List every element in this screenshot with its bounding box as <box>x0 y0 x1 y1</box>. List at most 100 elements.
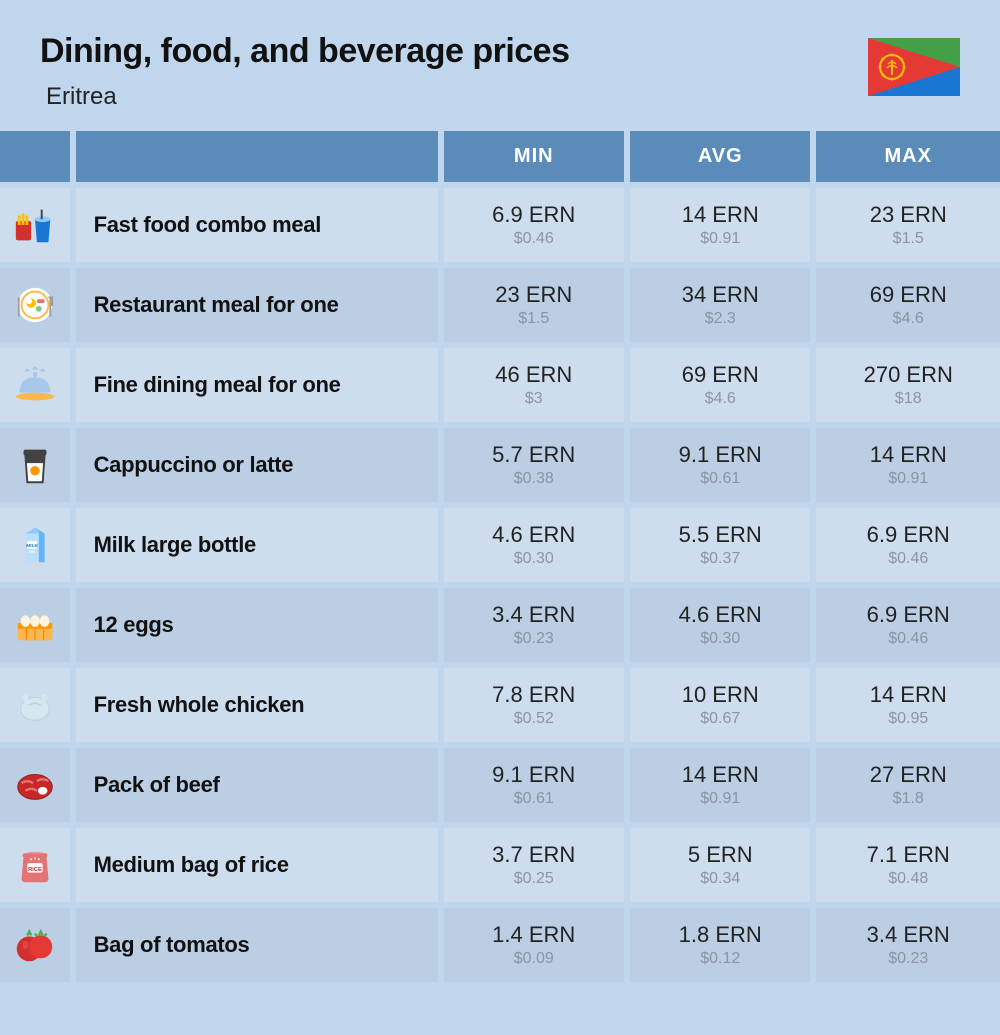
max-sub: $1.5 <box>826 230 990 248</box>
avg-cell: 4.6 ERN $0.30 <box>627 585 813 665</box>
max-cell: 3.4 ERN $0.23 <box>813 905 1000 982</box>
max-value: 23 ERN <box>826 202 990 228</box>
min-value: 7.8 ERN <box>454 682 614 708</box>
table-row: Fresh whole chicken 7.8 ERN $0.52 10 ERN… <box>0 665 1000 745</box>
milk-icon: MILK <box>0 505 73 585</box>
min-value: 3.7 ERN <box>454 842 614 868</box>
max-cell: 270 ERN $18 <box>813 345 1000 425</box>
min-value: 4.6 ERN <box>454 522 614 548</box>
min-cell: 1.4 ERN $0.09 <box>441 905 627 982</box>
page-header: Dining, food, and beverage prices Eritre… <box>0 0 1000 131</box>
avg-sub: $2.3 <box>640 310 800 328</box>
restaurant-icon <box>0 265 73 345</box>
min-sub: $1.5 <box>454 310 614 328</box>
max-sub: $1.8 <box>826 790 990 808</box>
row-label: Fine dining meal for one <box>73 345 441 425</box>
min-value: 5.7 ERN <box>454 442 614 468</box>
avg-cell: 14 ERN $0.91 <box>627 745 813 825</box>
avg-sub: $0.37 <box>640 550 800 568</box>
max-value: 27 ERN <box>826 762 990 788</box>
min-value: 3.4 ERN <box>454 602 614 628</box>
max-value: 7.1 ERN <box>826 842 990 868</box>
table-row: MILK Milk large bottle 4.6 ERN $0.30 5.5… <box>0 505 1000 585</box>
max-cell: 14 ERN $0.95 <box>813 665 1000 745</box>
max-sub: $4.6 <box>826 310 990 328</box>
max-sub: $0.48 <box>826 870 990 888</box>
coffee-icon <box>0 425 73 505</box>
max-cell: 7.1 ERN $0.48 <box>813 825 1000 905</box>
max-cell: 27 ERN $1.8 <box>813 745 1000 825</box>
min-sub: $0.23 <box>454 630 614 648</box>
header-max: MAX <box>813 131 1000 185</box>
avg-cell: 34 ERN $2.3 <box>627 265 813 345</box>
min-sub: $0.25 <box>454 870 614 888</box>
min-cell: 3.4 ERN $0.23 <box>441 585 627 665</box>
min-value: 23 ERN <box>454 282 614 308</box>
avg-sub: $0.91 <box>640 790 800 808</box>
flag-icon <box>868 38 960 96</box>
table-row: Cappuccino or latte 5.7 ERN $0.38 9.1 ER… <box>0 425 1000 505</box>
max-sub: $0.46 <box>826 630 990 648</box>
min-cell: 4.6 ERN $0.30 <box>441 505 627 585</box>
max-value: 14 ERN <box>826 442 990 468</box>
avg-cell: 1.8 ERN $0.12 <box>627 905 813 982</box>
min-sub: $0.52 <box>454 710 614 728</box>
max-value: 14 ERN <box>826 682 990 708</box>
avg-cell: 5 ERN $0.34 <box>627 825 813 905</box>
avg-value: 10 ERN <box>640 682 800 708</box>
min-value: 1.4 ERN <box>454 922 614 948</box>
chicken-icon <box>0 665 73 745</box>
avg-value: 14 ERN <box>640 762 800 788</box>
min-sub: $0.30 <box>454 550 614 568</box>
svg-text:RICE: RICE <box>28 867 42 873</box>
min-value: 6.9 ERN <box>454 202 614 228</box>
avg-sub: $0.61 <box>640 470 800 488</box>
table-row: Pack of beef 9.1 ERN $0.61 14 ERN $0.91 … <box>0 745 1000 825</box>
min-cell: 9.1 ERN $0.61 <box>441 745 627 825</box>
rice-icon: RICE <box>0 825 73 905</box>
avg-sub: $0.67 <box>640 710 800 728</box>
max-value: 6.9 ERN <box>826 522 990 548</box>
max-cell: 14 ERN $0.91 <box>813 425 1000 505</box>
avg-sub: $0.12 <box>640 950 800 968</box>
fast-food-icon <box>0 185 73 265</box>
table-row: 12 eggs 3.4 ERN $0.23 4.6 ERN $0.30 6.9 … <box>0 585 1000 665</box>
min-sub: $0.38 <box>454 470 614 488</box>
max-sub: $0.46 <box>826 550 990 568</box>
fine-dining-icon <box>0 345 73 425</box>
min-cell: 6.9 ERN $0.46 <box>441 185 627 265</box>
row-label: Medium bag of rice <box>73 825 441 905</box>
price-table: MIN AVG MAX Fast food combo meal 6.9 ERN… <box>0 131 1000 982</box>
avg-cell: 69 ERN $4.6 <box>627 345 813 425</box>
avg-sub: $0.34 <box>640 870 800 888</box>
table-row: Bag of tomatos 1.4 ERN $0.09 1.8 ERN $0.… <box>0 905 1000 982</box>
min-cell: 7.8 ERN $0.52 <box>441 665 627 745</box>
header-label-col <box>73 131 441 185</box>
table-header-row: MIN AVG MAX <box>0 131 1000 185</box>
page-title: Dining, food, and beverage prices <box>40 32 868 71</box>
table-row: Fine dining meal for one 46 ERN $3 69 ER… <box>0 345 1000 425</box>
avg-cell: 5.5 ERN $0.37 <box>627 505 813 585</box>
row-label: 12 eggs <box>73 585 441 665</box>
avg-sub: $0.91 <box>640 230 800 248</box>
avg-sub: $0.30 <box>640 630 800 648</box>
avg-value: 5 ERN <box>640 842 800 868</box>
max-value: 270 ERN <box>826 362 990 388</box>
svg-text:MILK: MILK <box>26 543 38 549</box>
row-label: Fresh whole chicken <box>73 665 441 745</box>
row-label: Pack of beef <box>73 745 441 825</box>
min-sub: $0.09 <box>454 950 614 968</box>
row-label: Cappuccino or latte <box>73 425 441 505</box>
max-cell: 23 ERN $1.5 <box>813 185 1000 265</box>
header-icon-col <box>0 131 73 185</box>
avg-cell: 10 ERN $0.67 <box>627 665 813 745</box>
tomato-icon <box>0 905 73 982</box>
table-row: Restaurant meal for one 23 ERN $1.5 34 E… <box>0 265 1000 345</box>
min-cell: 5.7 ERN $0.38 <box>441 425 627 505</box>
header-text-block: Dining, food, and beverage prices Eritre… <box>40 32 868 111</box>
avg-value: 1.8 ERN <box>640 922 800 948</box>
max-cell: 6.9 ERN $0.46 <box>813 585 1000 665</box>
avg-value: 69 ERN <box>640 362 800 388</box>
max-cell: 6.9 ERN $0.46 <box>813 505 1000 585</box>
avg-cell: 9.1 ERN $0.61 <box>627 425 813 505</box>
